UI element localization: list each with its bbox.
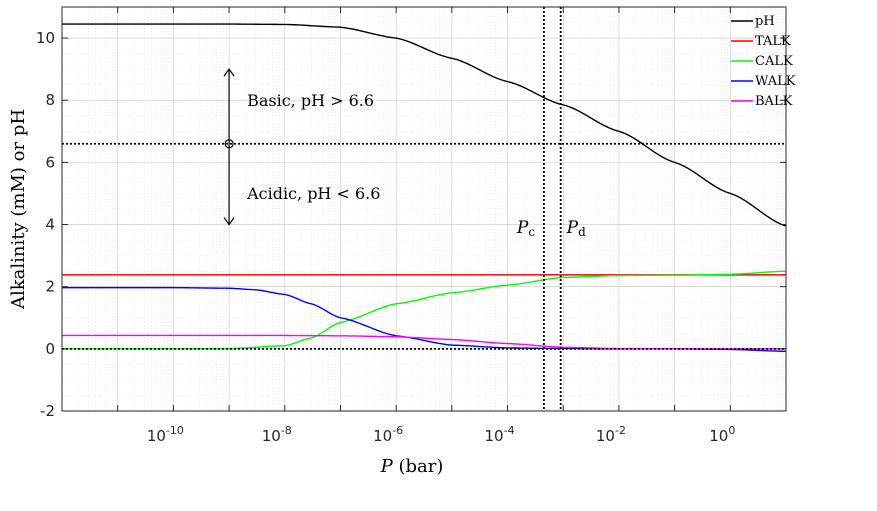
legend-label-calk: CALK <box>755 54 793 69</box>
x-axis-label: P (bar) <box>380 456 444 477</box>
basic-annotation: Basic, pH > 6.6 <box>247 91 374 110</box>
annotations: Basic, pH > 6.6 Acidic, pH < 6.6 <box>223 68 380 226</box>
legend-label-ph: pH <box>755 14 775 29</box>
vertical-line-label-c: Pc <box>516 218 535 239</box>
legend-label-walk: WALK <box>755 74 796 89</box>
axis-ticks: 10-10 10-8 10-6 10-4 10-2 100 -2 0 2 4 6 8 10 <box>36 7 787 445</box>
plot-frame <box>61 6 787 412</box>
y-tick-label: 8 <box>45 91 55 109</box>
y-tick-label: 6 <box>45 153 55 171</box>
y-tick-label: 4 <box>45 216 55 234</box>
vertical-line-label-d: Pd <box>566 218 586 239</box>
reference-lines: Pc Pd <box>62 7 786 411</box>
legend-label-balk: BALK <box>755 94 793 109</box>
axis-labels: P (bar) Alkalinity (mM) or pH <box>8 109 443 477</box>
x-tick-label: 10-8 <box>262 424 292 445</box>
legend-label-talk: TALK <box>755 34 791 49</box>
series-line-balk <box>62 334 786 350</box>
y-tick-label: 10 <box>36 29 55 47</box>
y-axis-label: Alkalinity (mM) or pH <box>8 109 29 310</box>
grid <box>62 7 786 411</box>
x-tick-label: 10-2 <box>596 424 626 445</box>
acidic-annotation: Acidic, pH < 6.6 <box>246 184 380 203</box>
x-tick-label: 10-4 <box>485 424 515 445</box>
x-tick-label: 10-10 <box>147 424 184 445</box>
y-tick-label: 2 <box>45 278 55 296</box>
arrow-down-head <box>223 217 235 226</box>
legend: pH TALK CALK WALK BALK <box>731 14 796 109</box>
x-tick-label: 100 <box>709 424 735 445</box>
arrow-up-head <box>223 68 235 77</box>
x-tick-label: 10-6 <box>373 424 403 445</box>
series-line-ph <box>62 23 787 227</box>
y-tick-label: 0 <box>45 340 55 358</box>
y-tick-label: -2 <box>40 402 55 420</box>
